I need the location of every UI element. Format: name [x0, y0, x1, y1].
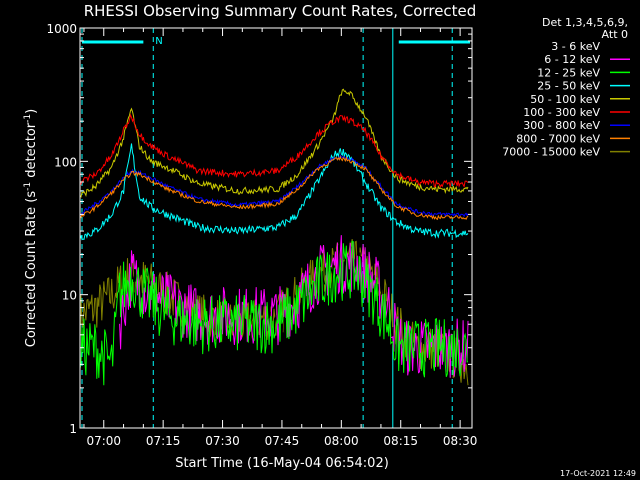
- x-tick-label: 07:45: [265, 434, 300, 448]
- legend-label-1: 3 - 6 keV: [551, 40, 600, 53]
- plot-frame: [79, 27, 473, 429]
- x-axis: 07:00 07:15 07:30 07:45 08:00 08:15 08:30: [83, 28, 478, 448]
- legend-label-5: 50 - 100 keV: [530, 93, 600, 106]
- x-axis-label: Start Time (16-May-04 06:54:02): [175, 456, 389, 471]
- legend-label-9: 7000 - 15000 keV: [502, 146, 600, 159]
- annotation-label: N: [155, 36, 162, 47]
- legend-label-6: 100 - 300 keV: [523, 106, 600, 119]
- series-line-8: [79, 155, 469, 221]
- legend-label-2: 6 - 12 keV: [544, 53, 600, 66]
- series-line-6: [79, 113, 469, 189]
- chart-title: RHESSI Observing Summary Count Rates, Co…: [84, 2, 477, 20]
- legend-label-4: 25 - 50 keV: [537, 80, 600, 93]
- y-tick-label: 1000: [46, 22, 77, 36]
- footer-date: 17-Oct-2021 12:49: [560, 469, 636, 478]
- legend-header-line-1: Det 1,3,4,5,6,9,: [542, 16, 628, 29]
- y-axis-label: Corrected Count Rate (s-1 detector-1): [23, 109, 39, 347]
- y-tick-label: 1: [69, 422, 77, 436]
- y-axis: 1 10 100 1000: [46, 22, 472, 436]
- series-line-4: [79, 143, 469, 241]
- series-line-7: [79, 154, 469, 218]
- x-tick-label: 08:30: [443, 434, 478, 448]
- x-tick-label: 08:15: [383, 434, 418, 448]
- x-tick-label: 07:30: [205, 434, 240, 448]
- x-tick-label: 08:00: [324, 434, 359, 448]
- series-layer: [79, 88, 469, 428]
- x-tick-label: 07:00: [86, 434, 121, 448]
- legend-header-line-2: Att 0: [602, 28, 628, 41]
- time-markers: N: [81, 28, 471, 428]
- x-tick-label: 07:15: [146, 434, 181, 448]
- legend-label-7: 300 - 800 keV: [523, 119, 600, 132]
- legend-label-8: 800 - 7000 keV: [516, 132, 600, 145]
- series-line-5: [79, 88, 469, 198]
- y-tick-label: 100: [54, 155, 77, 169]
- legend-label-3: 12 - 25 keV: [537, 66, 600, 79]
- series-line-3: [79, 240, 469, 386]
- y-tick-label: 10: [62, 289, 77, 303]
